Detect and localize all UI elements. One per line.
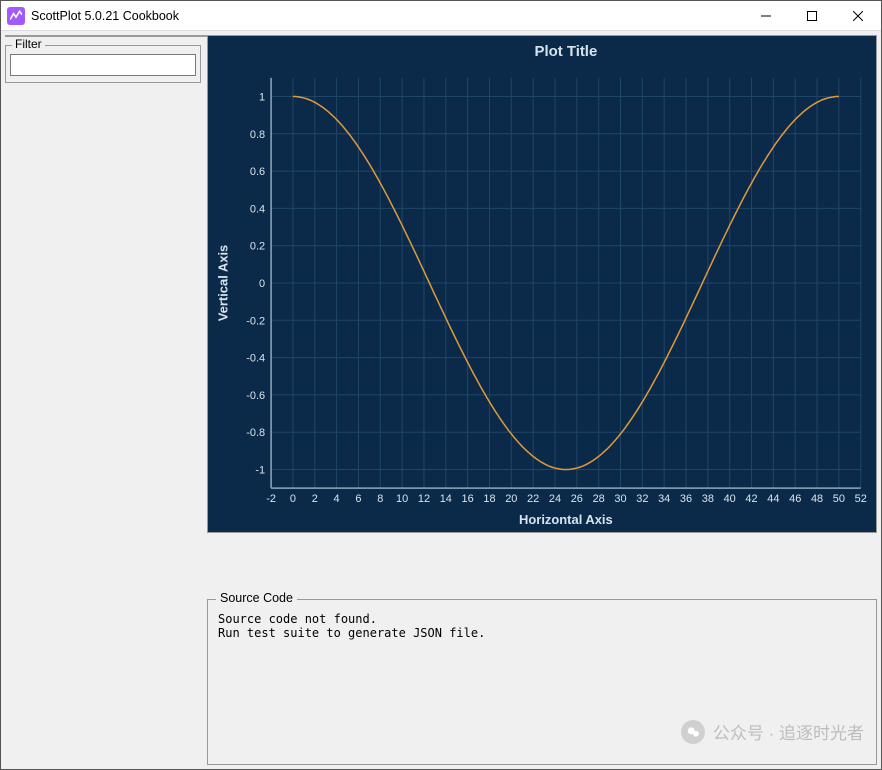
window-title: ScottPlot 5.0.21 Cookbook: [31, 9, 743, 23]
svg-text:10: 10: [396, 493, 408, 505]
svg-text:16: 16: [462, 493, 474, 505]
svg-text:42: 42: [745, 493, 757, 505]
svg-text:46: 46: [789, 493, 801, 505]
svg-text:30: 30: [614, 493, 626, 505]
svg-text:0.2: 0.2: [250, 241, 265, 253]
svg-text:2: 2: [312, 493, 318, 505]
source-code-text: Source code not found. Run test suite to…: [218, 612, 866, 640]
source-code-group: Source Code Source code not found. Run t…: [207, 599, 877, 765]
svg-text:36: 36: [680, 493, 692, 505]
titlebar: ScottPlot 5.0.21 Cookbook: [1, 1, 881, 31]
svg-text:4: 4: [334, 493, 340, 505]
svg-text:12: 12: [418, 493, 430, 505]
filter-input[interactable]: [10, 54, 196, 76]
svg-text:0: 0: [259, 278, 265, 290]
plot-area[interactable]: -202468101214161820222426283032343638404…: [207, 35, 877, 533]
maximize-button[interactable]: [789, 1, 835, 31]
svg-text:20: 20: [505, 493, 517, 505]
svg-text:8: 8: [377, 493, 383, 505]
svg-text:18: 18: [483, 493, 495, 505]
svg-text:38: 38: [702, 493, 714, 505]
svg-text:52: 52: [855, 493, 867, 505]
svg-text:1: 1: [259, 91, 265, 103]
svg-text:6: 6: [355, 493, 361, 505]
svg-text:-2: -2: [266, 493, 276, 505]
svg-text:Plot Title: Plot Title: [535, 43, 598, 60]
source-code-label: Source Code: [216, 591, 297, 605]
svg-text:-0.4: -0.4: [246, 353, 265, 365]
close-button[interactable]: [835, 1, 881, 31]
svg-text:14: 14: [440, 493, 452, 505]
svg-text:-0.8: -0.8: [246, 427, 265, 439]
svg-text:0.4: 0.4: [250, 203, 265, 215]
svg-text:24: 24: [549, 493, 561, 505]
app-icon: [7, 7, 25, 25]
svg-text:-0.6: -0.6: [246, 390, 265, 402]
svg-text:28: 28: [593, 493, 605, 505]
svg-text:0.6: 0.6: [250, 166, 265, 178]
svg-text:44: 44: [767, 493, 779, 505]
svg-text:48: 48: [811, 493, 823, 505]
svg-text:26: 26: [571, 493, 583, 505]
svg-text:32: 32: [636, 493, 648, 505]
filter-label: Filter: [12, 37, 45, 51]
svg-text:-0.2: -0.2: [246, 315, 265, 327]
svg-text:50: 50: [833, 493, 845, 505]
app-window: ScottPlot 5.0.21 Cookbook QuickstartScat…: [0, 0, 882, 770]
svg-text:Vertical Axis: Vertical Axis: [215, 245, 230, 321]
svg-text:-1: -1: [255, 465, 265, 477]
svg-text:Horizontal Axis: Horizontal Axis: [519, 512, 613, 527]
svg-text:40: 40: [724, 493, 736, 505]
svg-text:22: 22: [527, 493, 539, 505]
minimize-button[interactable]: [743, 1, 789, 31]
svg-text:0: 0: [290, 493, 296, 505]
svg-text:34: 34: [658, 493, 670, 505]
filter-group: Filter: [5, 45, 201, 83]
svg-text:0.8: 0.8: [250, 129, 265, 141]
